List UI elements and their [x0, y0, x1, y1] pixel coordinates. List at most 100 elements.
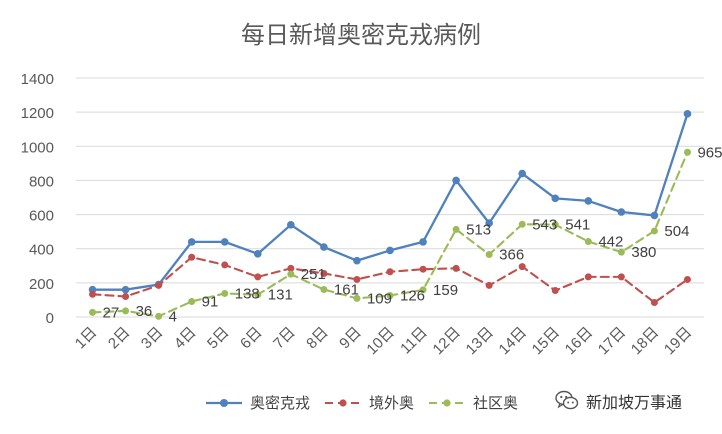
data-label-community-7: 251: [301, 266, 326, 283]
x-tick-label-4: 4日: [171, 324, 200, 353]
legend-label-omicron: 奥密克戎: [250, 394, 311, 412]
point-imported-8: [320, 269, 328, 277]
point-imported-10: [386, 268, 394, 276]
series-lines: [88, 110, 692, 320]
y-tick-label-1400: 1400: [21, 71, 54, 88]
point-omicron-12: [452, 176, 460, 185]
legend-line-community-icon: [429, 398, 466, 407]
x-tick-label-12: 12日: [430, 324, 464, 358]
watermark: 新加坡万事通: [555, 389, 682, 413]
legend-item-omicron: 奥密克戎: [205, 392, 310, 413]
point-community-8: [320, 286, 328, 294]
point-imported-1: [89, 290, 97, 298]
point-omicron-11: [419, 238, 427, 246]
point-imported-3: [155, 281, 163, 289]
data-label-community-18: 504: [664, 223, 689, 240]
point-omicron-10: [386, 246, 394, 255]
data-label-community-13: 366: [499, 247, 524, 264]
x-tick-label-9: 9日: [336, 324, 365, 353]
point-omicron-6: [253, 250, 262, 258]
point-community-14: [518, 220, 526, 228]
data-label-community-9: 109: [367, 290, 392, 307]
data-label-community-2: 36: [136, 303, 153, 320]
legend-label-community: 社区奥: [473, 394, 519, 412]
data-label-community-6: 131: [268, 287, 293, 304]
y-axis-ticks: 0 200 400 600 800 1000 1200 1400: [21, 71, 54, 327]
point-imported-6: [254, 273, 262, 281]
point-imported-7: [287, 264, 295, 272]
data-label-community-10: 126: [400, 287, 425, 304]
point-omicron-14: [518, 169, 527, 178]
x-tick-label-3: 3日: [138, 324, 167, 353]
point-omicron-17: [617, 208, 626, 216]
point-omicron-16: [584, 197, 593, 205]
point-community-13: [485, 251, 493, 259]
x-tick-label-15: 15日: [529, 324, 563, 358]
point-imported-14: [518, 263, 526, 271]
point-omicron-2: [121, 285, 130, 294]
point-community-11: [419, 286, 427, 294]
point-omicron-9: [353, 256, 361, 265]
point-omicron-18: [650, 211, 659, 220]
point-community-2: [122, 307, 130, 315]
x-tick-label-2: 2日: [105, 324, 134, 353]
x-tick-label-10: 10日: [363, 324, 397, 358]
point-omicron-13: [485, 219, 493, 227]
data-label-community-4: 91: [202, 293, 219, 310]
point-community-12: [452, 225, 460, 233]
x-tick-label-18: 18日: [628, 324, 662, 358]
legend-item-imported: 境外奥: [324, 392, 414, 413]
point-imported-17: [617, 273, 625, 281]
point-imported-18: [650, 298, 658, 306]
legend-line-omicron-icon: [206, 398, 242, 407]
point-community-16: [584, 238, 592, 246]
data-label-community-16: 442: [598, 234, 623, 251]
point-imported-9: [353, 275, 361, 283]
y-tick-label-0: 0: [46, 310, 54, 327]
data-labels: 27 36 4 91 138 131 251 161 109 126 159 513 366 543 541…: [103, 144, 722, 325]
data-label-community-11: 159: [433, 282, 458, 299]
point-community-15: [551, 221, 559, 229]
point-omicron-5: [220, 238, 229, 246]
watermark-text: 新加坡万事通: [586, 393, 683, 412]
y-tick-label-1200: 1200: [21, 105, 54, 122]
legend-label-imported: 境外奥: [369, 394, 415, 412]
point-imported-2: [122, 293, 130, 301]
wechat-icon: [555, 390, 579, 410]
point-community-19: [683, 148, 691, 156]
point-imported-15: [551, 287, 559, 295]
x-tick-label-7: 7日: [270, 324, 299, 353]
point-community-6: [254, 291, 262, 299]
data-label-community-1: 27: [103, 304, 120, 321]
x-tick-label-11: 11日: [397, 324, 431, 358]
data-label-community-8: 161: [334, 282, 359, 299]
point-omicron-19: [683, 110, 692, 118]
x-tick-label-8: 8日: [303, 324, 332, 353]
point-imported-19: [683, 275, 691, 283]
x-tick-label-1: 1日: [72, 324, 101, 353]
grid-lines: [76, 77, 704, 318]
point-omicron-7: [287, 221, 295, 229]
x-tick-label-19: 19日: [661, 324, 695, 358]
y-tick-label-400: 400: [29, 242, 54, 259]
point-imported-12: [452, 264, 460, 272]
data-label-community-17: 380: [631, 244, 656, 261]
series-line-omicron: [91, 112, 689, 291]
y-tick-label-800: 800: [29, 173, 54, 190]
point-community-1: [89, 308, 97, 316]
legend-item-community: 社区奥: [428, 392, 518, 413]
point-omicron-8: [320, 243, 328, 251]
point-imported-4: [188, 253, 196, 261]
point-imported-16: [584, 273, 592, 281]
data-label-community-19: 965: [697, 144, 722, 161]
x-tick-label-5: 5日: [204, 324, 233, 353]
data-label-community-12: 513: [466, 221, 491, 238]
point-omicron-15: [551, 194, 560, 203]
point-community-18: [650, 227, 658, 235]
point-community-7: [287, 270, 295, 278]
data-label-community-5: 138: [235, 285, 260, 302]
chart-title: 每日新增奥密克戎病例: [241, 22, 481, 49]
